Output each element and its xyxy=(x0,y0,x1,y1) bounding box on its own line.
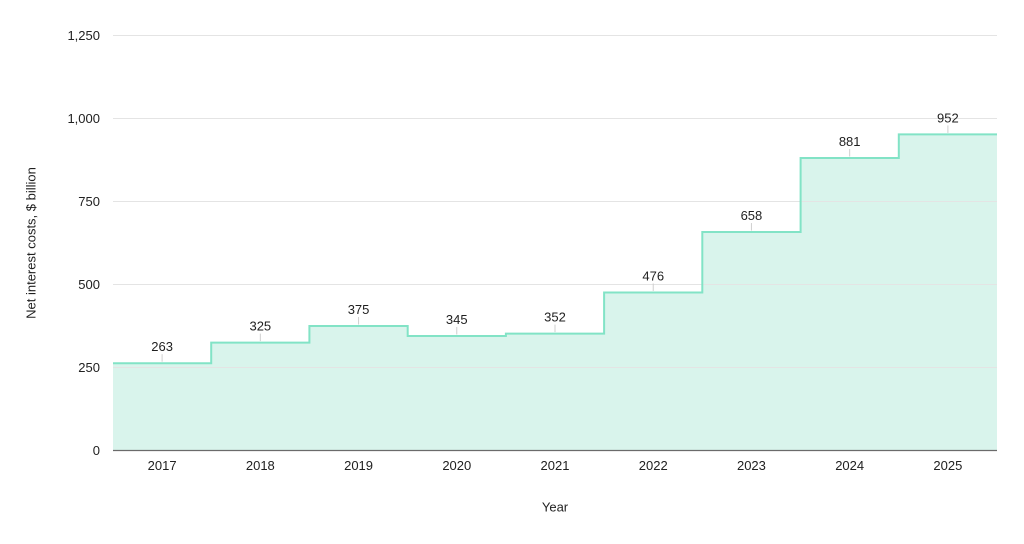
value-label: 325 xyxy=(249,319,271,334)
value-label: 881 xyxy=(839,134,861,149)
x-tick-label: 2020 xyxy=(442,458,471,473)
series-line xyxy=(113,133,997,365)
value-label: 263 xyxy=(151,339,173,354)
area-fill xyxy=(113,134,997,451)
x-axis-title: Year xyxy=(541,499,569,515)
x-tick-label: 2021 xyxy=(541,458,570,473)
x-tick-label: 2018 xyxy=(246,458,275,473)
value-label: 352 xyxy=(544,310,566,325)
x-tick-label: 2017 xyxy=(148,458,177,473)
y-tick-label: 250 xyxy=(78,360,100,375)
x-tick-label: 2022 xyxy=(639,458,668,473)
y-tick-label: 500 xyxy=(78,277,100,292)
x-tick-label: 2024 xyxy=(835,458,864,473)
value-label: 952 xyxy=(937,110,959,125)
y-tick-label: 1,250 xyxy=(67,28,100,43)
value-label: 658 xyxy=(741,208,763,223)
value-label: 375 xyxy=(348,302,370,317)
y-axis-title: Net interest costs, $ billion xyxy=(23,167,39,319)
y-tick-label: 750 xyxy=(78,194,100,209)
x-tick-label: 2019 xyxy=(344,458,373,473)
y-tick-label: 0 xyxy=(93,443,100,458)
value-label: 345 xyxy=(446,312,468,327)
x-tick-label: 2025 xyxy=(933,458,962,473)
value-label: 476 xyxy=(642,268,664,283)
y-tick-label: 1,000 xyxy=(67,111,100,126)
x-tick-label: 2023 xyxy=(737,458,766,473)
